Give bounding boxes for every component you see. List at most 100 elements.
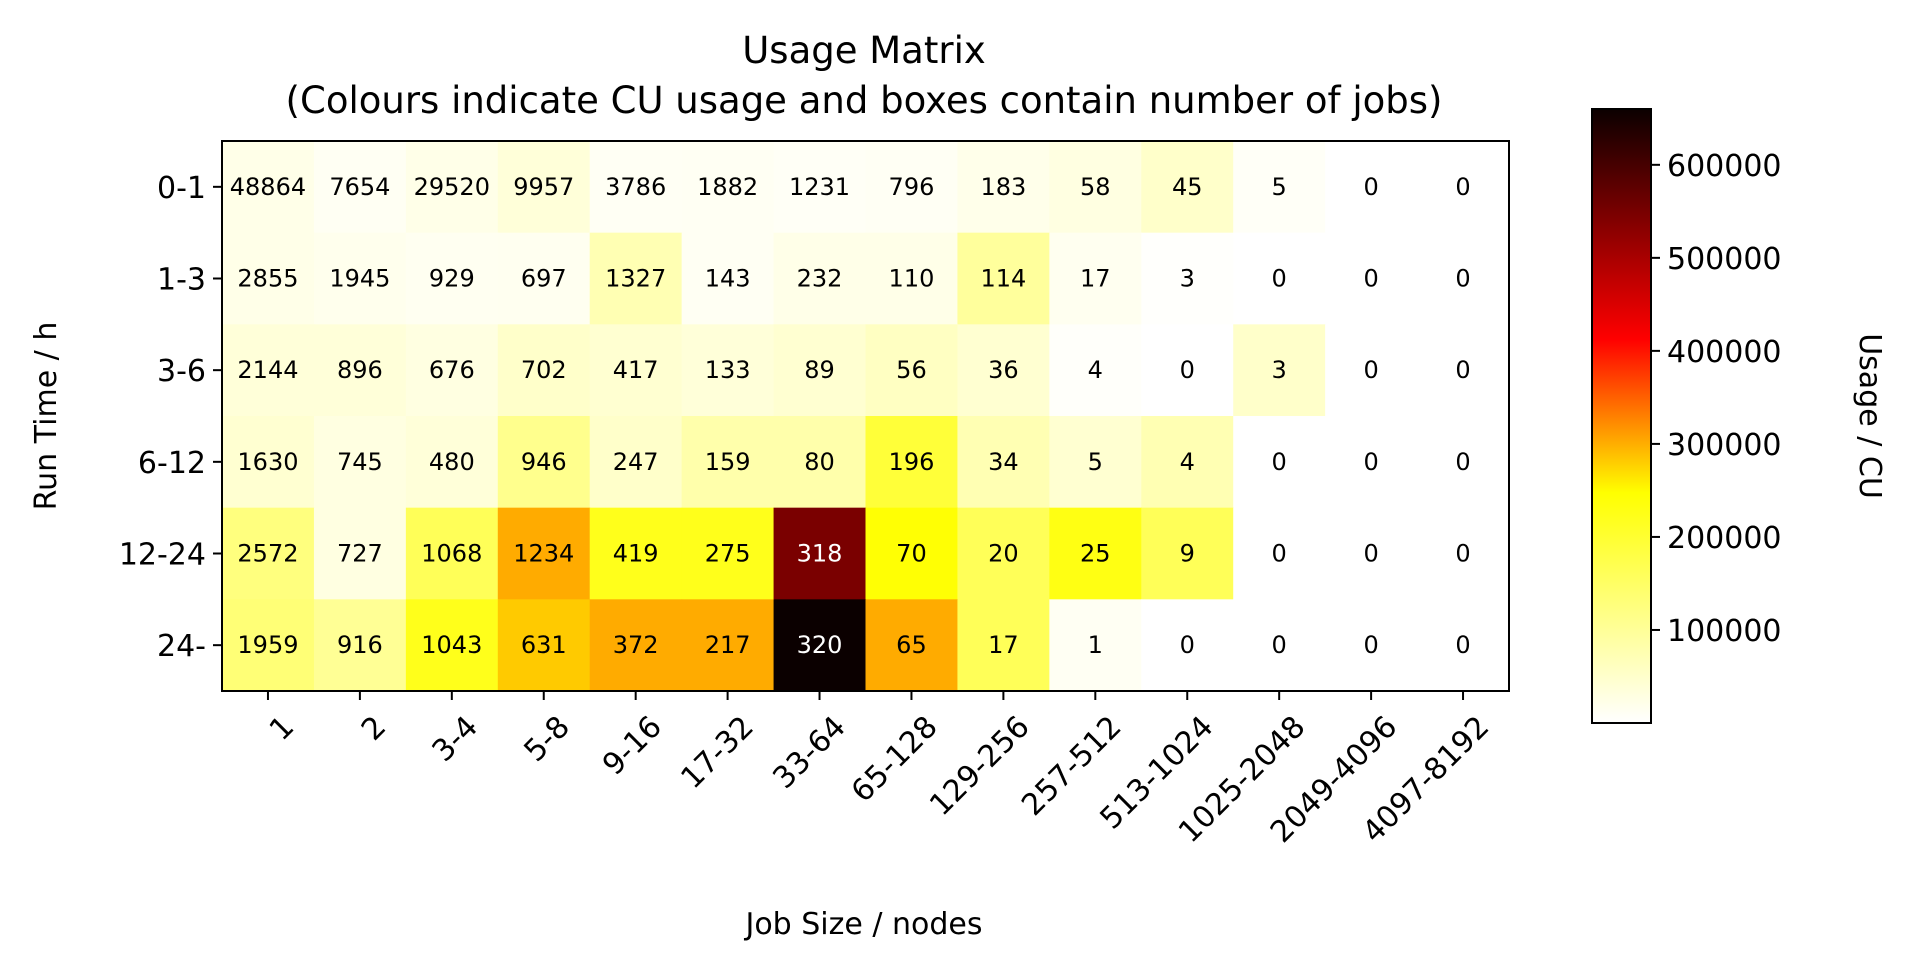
heatmap-cell (865, 141, 959, 234)
heatmap-cell (1417, 416, 1510, 509)
cell-job-count: 697 (521, 265, 567, 293)
heatmap-cells (222, 141, 1510, 692)
heatmap-cell (1325, 141, 1418, 234)
cell-job-count: 1959 (237, 631, 298, 659)
heatmap-cell-labels: 48864 7654 29520 9957 3786 1882 1231 796 183 58 45… (230, 173, 1471, 659)
heatmap-cell (1417, 141, 1510, 234)
heatmap-cell (681, 507, 775, 600)
cell-job-count: 0 (1455, 265, 1470, 293)
heatmap-cell (497, 416, 591, 509)
cell-job-count: 1234 (513, 540, 574, 568)
colorbar-ticks: 100000 200000 300000 400000 500000 600000 (1651, 149, 1782, 649)
cell-job-count: 1882 (697, 173, 758, 201)
heatmap-cell (1417, 324, 1510, 417)
heatmap-cell (222, 141, 315, 234)
cell-job-count: 631 (521, 631, 567, 659)
heatmap-cell (1049, 324, 1142, 417)
cell-job-count: 1630 (237, 448, 298, 476)
heatmap-cell (1325, 507, 1418, 600)
cell-job-count: 727 (337, 540, 383, 568)
heatmap-cell (1049, 416, 1142, 509)
cell-job-count: 20 (988, 540, 1019, 568)
colorbar-tick-label: 600000 (1667, 149, 1782, 184)
heatmap-cell (1233, 416, 1326, 509)
cell-job-count: 1068 (421, 540, 482, 568)
cell-job-count: 0 (1272, 540, 1287, 568)
colorbar-tick-label: 300000 (1667, 428, 1782, 463)
cell-job-count: 133 (705, 356, 751, 384)
cell-job-count: 417 (613, 356, 659, 384)
y-axis-label: Run Time / h (29, 322, 64, 511)
cell-job-count: 36 (988, 356, 1019, 384)
chart-title: Usage Matrix (742, 29, 986, 72)
heatmap-cell (1325, 599, 1418, 692)
heatmap-cell (865, 232, 959, 325)
heatmap-cell (773, 232, 867, 325)
cell-job-count: 0 (1363, 631, 1378, 659)
heatmap-cell (681, 232, 775, 325)
cell-job-count: 217 (705, 631, 751, 659)
cell-job-count: 0 (1455, 540, 1470, 568)
heatmap-cell (589, 416, 683, 509)
y-tick-label: 6-12 (138, 446, 206, 481)
cell-job-count: 7654 (329, 173, 390, 201)
cell-job-count: 3786 (605, 173, 666, 201)
y-axis-ticks: 0-1 1-3 3-6 6-12 12-24 24- (119, 171, 222, 664)
cell-job-count: 0 (1272, 448, 1287, 476)
heatmap-cell (1233, 232, 1326, 325)
cell-job-count: 5 (1088, 448, 1103, 476)
cell-job-count: 70 (896, 540, 927, 568)
cell-job-count: 0 (1363, 356, 1378, 384)
heatmap-cell (1141, 599, 1234, 692)
cell-job-count: 0 (1363, 448, 1378, 476)
heatmap-cell (497, 507, 591, 600)
heatmap-cell (405, 416, 499, 509)
cell-job-count: 372 (613, 631, 659, 659)
cell-job-count: 896 (337, 356, 383, 384)
colorbar-frame (1591, 108, 1652, 724)
cell-job-count: 159 (705, 448, 751, 476)
heatmap-cell (589, 599, 683, 692)
heatmap-cell (1049, 232, 1142, 325)
cell-job-count: 110 (889, 265, 935, 293)
cell-job-count: 320 (797, 631, 843, 659)
colorbar-tick-label: 500000 (1667, 242, 1782, 277)
heatmap-cell (497, 599, 591, 692)
cell-job-count: 45 (1172, 173, 1203, 201)
heatmap-cell (681, 141, 775, 234)
cell-job-count: 946 (521, 448, 567, 476)
heatmap-cell (222, 599, 315, 692)
cell-job-count: 232 (797, 265, 843, 293)
cell-job-count: 3 (1180, 265, 1195, 293)
cell-job-count: 183 (980, 173, 1026, 201)
heatmap-cell (589, 507, 683, 600)
cell-job-count: 0 (1363, 540, 1378, 568)
colorbar-label: Usage / CU (1852, 333, 1887, 499)
heatmap-cell (589, 141, 683, 234)
cell-job-count: 745 (337, 448, 383, 476)
y-tick-label: 3-6 (157, 354, 206, 389)
heatmap-cell (773, 599, 867, 692)
cell-job-count: 0 (1363, 173, 1378, 201)
cell-job-count: 0 (1455, 631, 1470, 659)
heatmap-cell (865, 324, 959, 417)
cell-job-count: 29520 (414, 173, 490, 201)
cell-job-count: 56 (896, 356, 927, 384)
heatmap-cell (773, 141, 867, 234)
heatmap-cell (865, 416, 959, 509)
y-tick-label: 12-24 (119, 538, 206, 573)
cell-job-count: 2855 (237, 265, 298, 293)
heatmap-cell (589, 232, 683, 325)
colorbar (1592, 109, 1651, 723)
cell-job-count: 114 (980, 265, 1026, 293)
x-axis-label: Job Size / nodes (743, 907, 982, 942)
heatmap-cell (1417, 599, 1510, 692)
heatmap-cell (1049, 141, 1142, 234)
plot-frame (221, 140, 1510, 692)
y-tick-label: 24- (157, 629, 206, 664)
colorbar-tick-label: 100000 (1667, 614, 1782, 649)
cell-job-count: 0 (1180, 356, 1195, 384)
heatmap-cell (405, 599, 499, 692)
cell-job-count: 480 (429, 448, 475, 476)
